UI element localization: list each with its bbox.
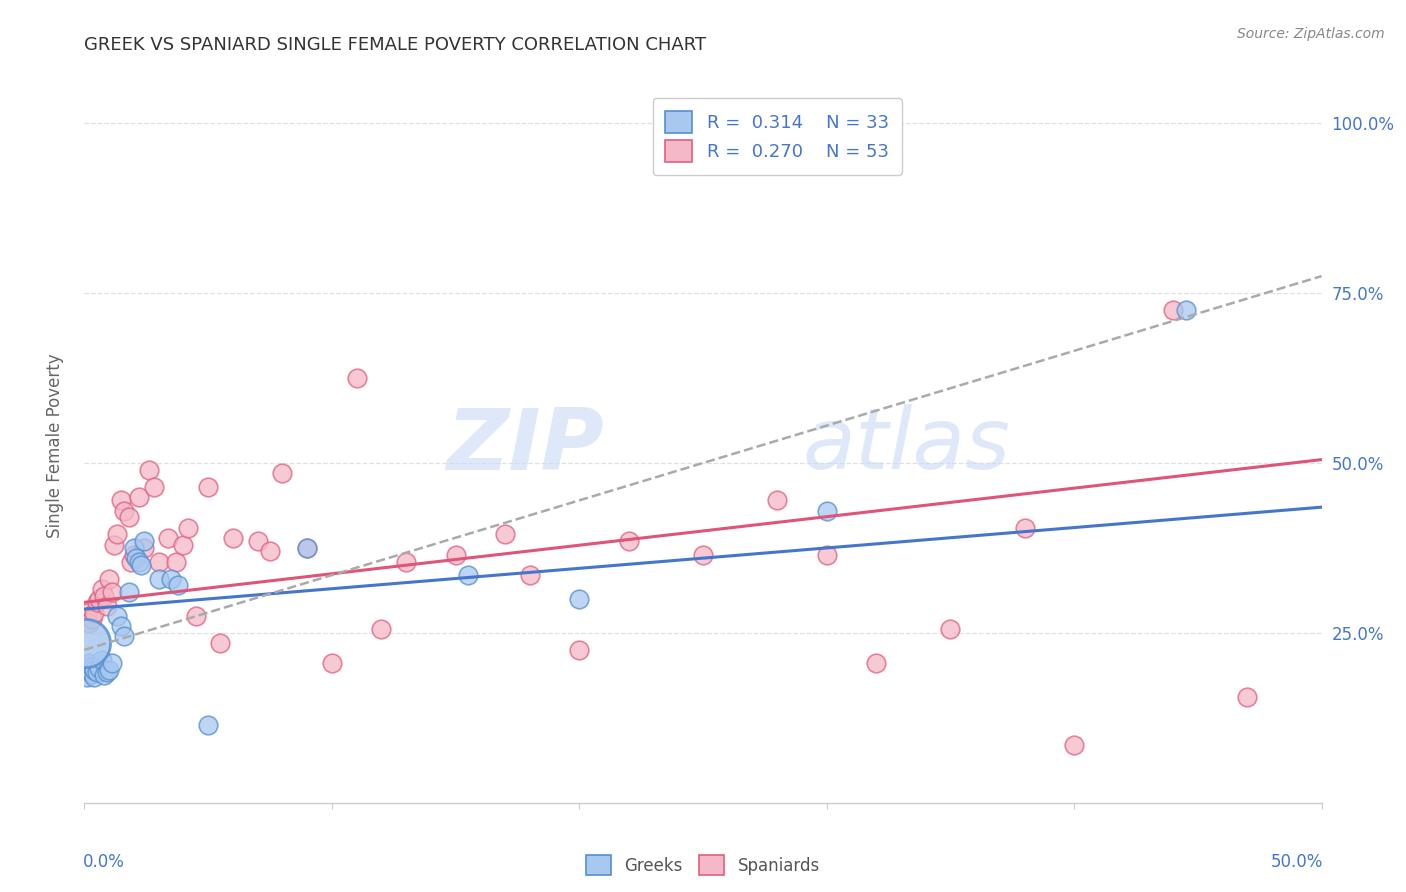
Point xyxy=(815,548,838,562)
Point xyxy=(370,623,392,637)
Point xyxy=(122,541,145,555)
Point xyxy=(160,572,183,586)
Point xyxy=(96,599,118,613)
Point xyxy=(197,717,219,731)
Point xyxy=(96,665,118,680)
Point xyxy=(457,568,479,582)
Point xyxy=(125,551,148,566)
Point xyxy=(90,582,112,596)
Point xyxy=(89,661,111,675)
Point xyxy=(89,591,111,606)
Point xyxy=(766,493,789,508)
Legend: Greeks, Spaniards: Greeks, Spaniards xyxy=(578,847,828,884)
Point xyxy=(83,606,105,620)
Text: atlas: atlas xyxy=(801,404,1010,488)
Point xyxy=(100,585,122,599)
Point xyxy=(118,510,141,524)
Point xyxy=(444,548,467,562)
Point xyxy=(184,608,207,623)
Point xyxy=(494,527,516,541)
Point xyxy=(1236,690,1258,705)
Point xyxy=(79,657,101,671)
Point xyxy=(120,555,142,569)
Point xyxy=(259,544,281,558)
Point xyxy=(321,657,343,671)
Point xyxy=(167,578,190,592)
Point xyxy=(295,541,318,555)
Point xyxy=(83,670,105,684)
Text: ZIP: ZIP xyxy=(446,404,605,488)
Point xyxy=(80,666,103,681)
Point xyxy=(815,503,838,517)
Point xyxy=(1063,738,1085,752)
Point xyxy=(295,541,318,555)
Point xyxy=(75,636,97,650)
Point xyxy=(98,572,121,586)
Point xyxy=(519,568,541,582)
Point xyxy=(568,643,591,657)
Point xyxy=(83,663,105,677)
Point xyxy=(128,490,150,504)
Point xyxy=(122,548,145,562)
Point xyxy=(165,555,187,569)
Point xyxy=(132,534,155,549)
Point xyxy=(197,480,219,494)
Point xyxy=(129,558,152,572)
Point xyxy=(142,480,165,494)
Point xyxy=(865,657,887,671)
Point xyxy=(105,608,128,623)
Point xyxy=(76,606,98,620)
Point xyxy=(568,591,591,606)
Point xyxy=(112,503,135,517)
Text: Source: ZipAtlas.com: Source: ZipAtlas.com xyxy=(1237,27,1385,41)
Point xyxy=(1014,520,1036,534)
Point xyxy=(395,555,418,569)
Point xyxy=(79,663,101,677)
Point xyxy=(93,589,115,603)
Point xyxy=(76,670,98,684)
Point xyxy=(105,527,128,541)
Point xyxy=(98,663,121,677)
Point xyxy=(157,531,180,545)
Point xyxy=(86,665,108,680)
Point xyxy=(110,493,132,508)
Point xyxy=(939,623,962,637)
Point xyxy=(148,555,170,569)
Point xyxy=(1161,303,1184,318)
Point xyxy=(132,541,155,555)
Point xyxy=(222,531,245,545)
Point xyxy=(80,612,103,626)
Point xyxy=(76,663,98,677)
Text: 50.0%: 50.0% xyxy=(1271,853,1323,871)
Point xyxy=(617,534,640,549)
Point xyxy=(172,537,194,551)
Point xyxy=(128,555,150,569)
Y-axis label: Single Female Poverty: Single Female Poverty xyxy=(45,354,63,538)
Point xyxy=(692,548,714,562)
Point xyxy=(93,668,115,682)
Point xyxy=(148,572,170,586)
Point xyxy=(100,657,122,671)
Point xyxy=(346,371,368,385)
Point xyxy=(110,619,132,633)
Point xyxy=(209,636,232,650)
Point xyxy=(79,615,101,630)
Point xyxy=(271,466,294,480)
Point xyxy=(103,537,125,551)
Point xyxy=(86,595,108,609)
Point xyxy=(138,463,160,477)
Point xyxy=(1174,303,1197,318)
Point xyxy=(112,629,135,643)
Text: GREEK VS SPANIARD SINGLE FEMALE POVERTY CORRELATION CHART: GREEK VS SPANIARD SINGLE FEMALE POVERTY … xyxy=(84,36,706,54)
Point xyxy=(80,660,103,674)
Point xyxy=(177,520,200,534)
Point xyxy=(118,585,141,599)
Point xyxy=(246,534,269,549)
Text: 0.0%: 0.0% xyxy=(83,853,125,871)
Point xyxy=(90,653,112,667)
